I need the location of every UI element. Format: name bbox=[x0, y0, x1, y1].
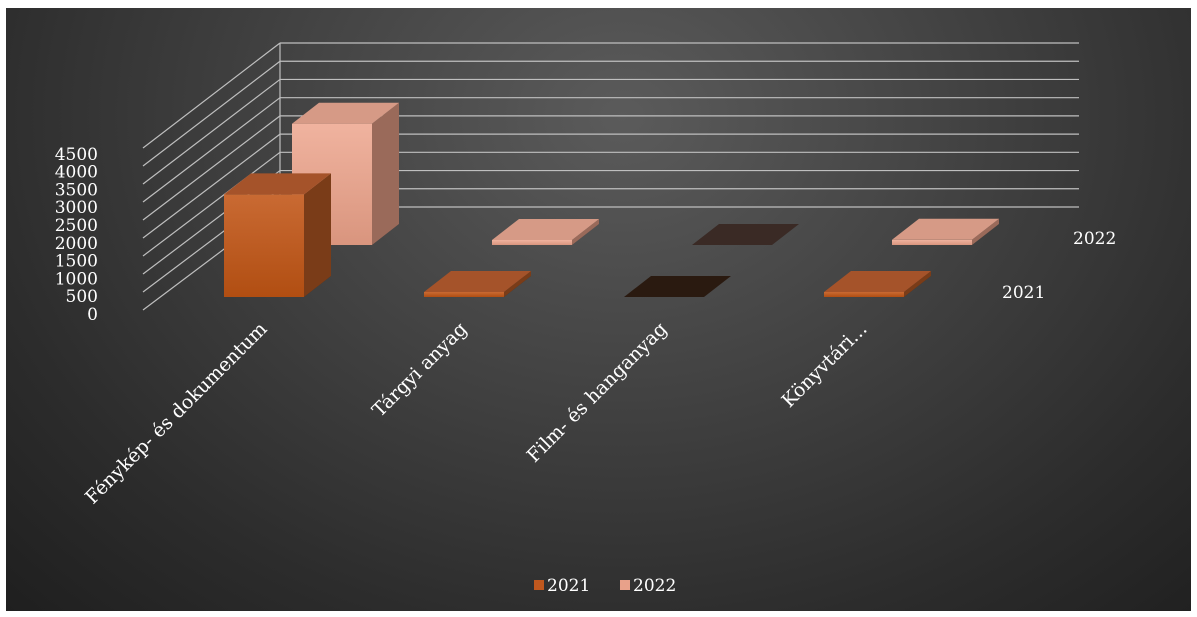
category-label: Könyvtári... bbox=[777, 318, 871, 412]
gridline-side bbox=[142, 78, 281, 185]
y-tick-label: 1000 bbox=[55, 269, 98, 289]
bar-2021-3-front bbox=[824, 292, 904, 297]
legend-swatch-2022 bbox=[620, 580, 630, 590]
bar-2022-3-front bbox=[892, 239, 972, 245]
bar-2022-0-side bbox=[372, 102, 399, 245]
depth-labels: 2021 2022 bbox=[1002, 229, 1116, 303]
bar-2022-1-side bbox=[572, 219, 599, 245]
bar-2022-1-front bbox=[492, 240, 572, 245]
gridline-side bbox=[142, 42, 281, 149]
y-tick-label: 2000 bbox=[55, 234, 98, 254]
depth-label-2021: 2021 bbox=[1002, 283, 1045, 303]
bar-2022-3-side bbox=[972, 218, 999, 245]
legend-label-2021: 2021 bbox=[547, 576, 590, 596]
bar-2022-2 bbox=[692, 224, 799, 245]
depth-label-2022: 2022 bbox=[1073, 229, 1116, 249]
gridline-side bbox=[142, 60, 281, 167]
bar-2022-1-top bbox=[492, 219, 599, 240]
bar-2021-1-front bbox=[424, 292, 504, 297]
category-label: Fénykép- és dokumentum bbox=[81, 318, 272, 509]
bar-2022-3 bbox=[892, 218, 999, 245]
bars bbox=[224, 102, 999, 297]
bar-2021-0-side bbox=[304, 173, 331, 297]
bar-2022-3-top bbox=[892, 218, 999, 240]
bar-2021-0 bbox=[224, 173, 331, 297]
category-labels: Fénykép- és dokumentum Tárgyi anyag Film- … bbox=[81, 318, 872, 509]
gridline-side bbox=[142, 115, 281, 221]
gridline-side bbox=[142, 133, 281, 239]
legend: 2021 2022 bbox=[534, 576, 676, 596]
bar-2021-3 bbox=[824, 271, 931, 297]
bar-2021-3-side bbox=[904, 271, 931, 297]
bar-2022-1 bbox=[492, 219, 599, 245]
bar-2022-2-floor bbox=[692, 224, 799, 245]
y-tick-label: 1500 bbox=[55, 252, 98, 272]
y-tick-label: 0 bbox=[87, 305, 98, 325]
bar-2021-2-floor bbox=[624, 276, 731, 297]
bar-2021-0-front bbox=[224, 194, 304, 297]
bar-2021-1 bbox=[424, 271, 531, 297]
bar-2021-1-side bbox=[504, 271, 531, 297]
bar-2021-3-top bbox=[824, 271, 931, 292]
category-label: Film- és hanganyag bbox=[523, 318, 672, 467]
bar-2021-2 bbox=[624, 276, 731, 297]
y-tick-label: 500 bbox=[66, 287, 98, 307]
category-label: Tárgyi anyag bbox=[368, 318, 472, 422]
chart-area: 0 500 1000 1500 2000 2500 3000 3500 4000 4500 Fén… bbox=[6, 8, 1191, 611]
y-tick-label: 4500 bbox=[55, 145, 98, 165]
legend-label-2022: 2022 bbox=[633, 576, 676, 596]
bar-2021-1-top bbox=[424, 271, 531, 292]
legend-swatch-2021 bbox=[534, 580, 544, 590]
bar-2021-0-top bbox=[224, 173, 331, 195]
y-tick-label: 3000 bbox=[55, 198, 98, 218]
gridline-side bbox=[142, 151, 281, 257]
gridline-side bbox=[142, 97, 281, 203]
y-tick-label: 3500 bbox=[55, 180, 98, 200]
y-tick-label: 2500 bbox=[55, 216, 98, 236]
y-tick-label: 4000 bbox=[55, 163, 98, 183]
bar-2022-0-top bbox=[292, 102, 399, 124]
gridlines bbox=[142, 42, 1079, 311]
